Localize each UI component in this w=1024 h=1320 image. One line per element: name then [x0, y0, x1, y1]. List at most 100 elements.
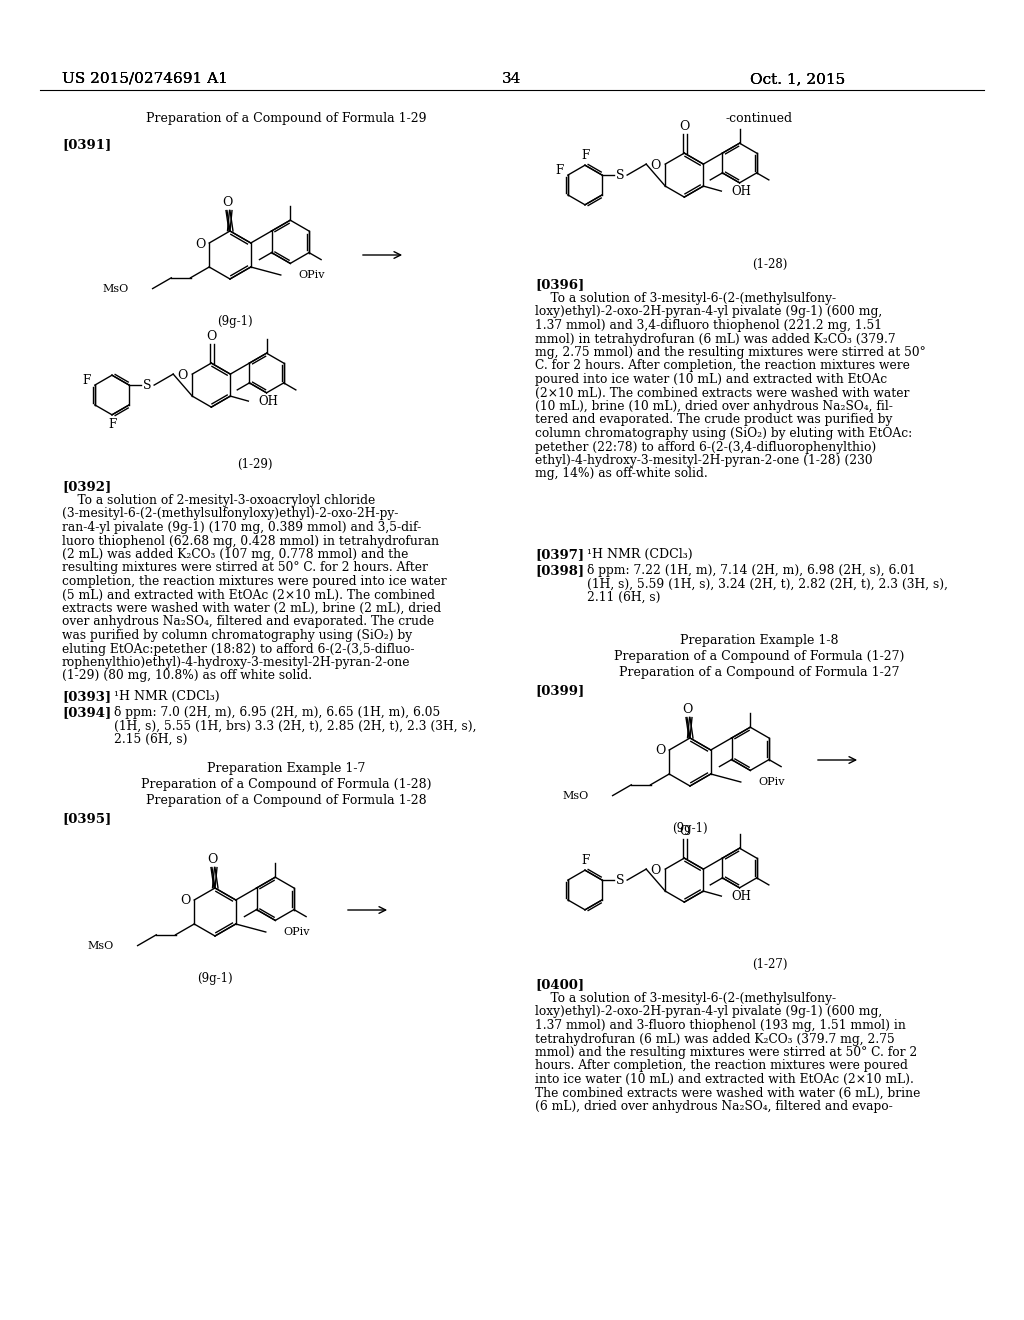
Text: ethyl)-4-hydroxy-3-mesityl-2H-pyran-2-one (1-28) (230: ethyl)-4-hydroxy-3-mesityl-2H-pyran-2-on… — [535, 454, 872, 467]
Text: [0394]: [0394] — [62, 706, 112, 719]
Text: [0396]: [0396] — [535, 279, 585, 290]
Text: F: F — [82, 374, 90, 387]
Text: loxy)ethyl)-2-oxo-2H-pyran-4-yl pivalate (9g-1) (600 mg,: loxy)ethyl)-2-oxo-2H-pyran-4-yl pivalate… — [535, 305, 883, 318]
Text: OH: OH — [731, 890, 752, 903]
Text: F: F — [581, 149, 589, 162]
Text: OH: OH — [258, 395, 279, 408]
Text: tetrahydrofuran (6 mL) was added K₂CO₃ (379.7 mg, 2.75: tetrahydrofuran (6 mL) was added K₂CO₃ (… — [535, 1032, 895, 1045]
Text: 1.37 mmol) and 3,4-difluoro thiophenol (221.2 mg, 1.51: 1.37 mmol) and 3,4-difluoro thiophenol (… — [535, 319, 882, 333]
Text: 1.37 mmol) and 3-fluoro thiophenol (193 mg, 1.51 mmol) in: 1.37 mmol) and 3-fluoro thiophenol (193 … — [535, 1019, 906, 1032]
Text: Oct. 1, 2015: Oct. 1, 2015 — [750, 73, 845, 86]
Text: ran-4-yl pivalate (9g-1) (170 mg, 0.389 mmol) and 3,5-dif-: ran-4-yl pivalate (9g-1) (170 mg, 0.389 … — [62, 521, 421, 535]
Text: (1-27): (1-27) — [753, 958, 787, 972]
Text: O: O — [679, 120, 689, 133]
Text: (3-mesityl-6-(2-(methylsulfonyloxy)ethyl)-2-oxo-2H-py-: (3-mesityl-6-(2-(methylsulfonyloxy)ethyl… — [62, 507, 398, 520]
Text: O: O — [177, 368, 187, 381]
Text: OPiv: OPiv — [759, 777, 785, 787]
Text: (2×10 mL). The combined extracts were washed with water: (2×10 mL). The combined extracts were wa… — [535, 387, 909, 400]
Text: (1H, s), 5.59 (1H, s), 3.24 (2H, t), 2.82 (2H, t), 2.3 (3H, s),: (1H, s), 5.59 (1H, s), 3.24 (2H, t), 2.8… — [587, 578, 948, 590]
Text: O: O — [195, 238, 205, 251]
Text: completion, the reaction mixtures were poured into ice water: completion, the reaction mixtures were p… — [62, 576, 446, 587]
Text: petether (22:78) to afford 6-(2-(3,4-difluorophenylthio): petether (22:78) to afford 6-(2-(3,4-dif… — [535, 441, 877, 454]
Text: mg, 14%) as off-white solid.: mg, 14%) as off-white solid. — [535, 467, 708, 480]
Text: into ice water (10 mL) and extracted with EtOAc (2×10 mL).: into ice water (10 mL) and extracted wit… — [535, 1073, 913, 1086]
Text: O: O — [682, 704, 692, 715]
Text: hours. After completion, the reaction mixtures were poured: hours. After completion, the reaction mi… — [535, 1060, 908, 1072]
Text: was purified by column chromatography using (SiO₂) by: was purified by column chromatography us… — [62, 630, 412, 642]
Text: (6 mL), dried over anhydrous Na₂SO₄, filtered and evapo-: (6 mL), dried over anhydrous Na₂SO₄, fil… — [535, 1100, 893, 1113]
Text: Preparation of a Compound of Formula (1-27): Preparation of a Compound of Formula (1-… — [613, 649, 904, 663]
Text: MsO: MsO — [102, 284, 129, 293]
Text: (10 mL), brine (10 mL), dried over anhydrous Na₂SO₄, fil-: (10 mL), brine (10 mL), dried over anhyd… — [535, 400, 893, 413]
Text: F: F — [555, 164, 563, 177]
Text: loxy)ethyl)-2-oxo-2H-pyran-4-yl pivalate (9g-1) (600 mg,: loxy)ethyl)-2-oxo-2H-pyran-4-yl pivalate… — [535, 1006, 883, 1019]
Text: Preparation of a Compound of Formula 1-27: Preparation of a Compound of Formula 1-2… — [618, 667, 899, 678]
Text: O: O — [207, 853, 217, 866]
Text: ¹H NMR (CDCl₃): ¹H NMR (CDCl₃) — [587, 548, 692, 561]
Text: Preparation Example 1-8: Preparation Example 1-8 — [680, 634, 839, 647]
Text: tered and evaporated. The crude product was purified by: tered and evaporated. The crude product … — [535, 413, 892, 426]
Text: F: F — [108, 418, 116, 432]
Text: 2.15 (6H, s): 2.15 (6H, s) — [114, 733, 187, 746]
Text: [0392]: [0392] — [62, 480, 112, 492]
Text: poured into ice water (10 mL) and extracted with EtOAc: poured into ice water (10 mL) and extrac… — [535, 374, 887, 385]
Text: eluting EtOAc:petether (18:82) to afford 6-(2-(3,5-difluo-: eluting EtOAc:petether (18:82) to afford… — [62, 643, 415, 656]
Text: MsO: MsO — [87, 941, 114, 950]
Text: column chromatography using (SiO₂) by eluting with EtOAc:: column chromatography using (SiO₂) by el… — [535, 426, 912, 440]
Text: [0391]: [0391] — [62, 139, 112, 150]
Text: O: O — [180, 895, 190, 908]
Text: Oct. 1, 2015: Oct. 1, 2015 — [750, 73, 845, 86]
Text: luoro thiophenol (62.68 mg, 0.428 mmol) in tetrahydrofuran: luoro thiophenol (62.68 mg, 0.428 mmol) … — [62, 535, 439, 548]
Text: O: O — [650, 158, 660, 172]
Text: δ ppm: 7.0 (2H, m), 6.95 (2H, m), 6.65 (1H, m), 6.05: δ ppm: 7.0 (2H, m), 6.95 (2H, m), 6.65 (… — [114, 706, 440, 719]
Text: (1-29) (80 mg, 10.8%) as off white solid.: (1-29) (80 mg, 10.8%) as off white solid… — [62, 669, 312, 682]
Text: O: O — [206, 330, 216, 343]
Text: over anhydrous Na₂SO₄, filtered and evaporated. The crude: over anhydrous Na₂SO₄, filtered and evap… — [62, 615, 434, 628]
Text: OPiv: OPiv — [284, 927, 310, 937]
Text: US 2015/0274691 A1: US 2015/0274691 A1 — [62, 73, 228, 86]
Text: [0393]: [0393] — [62, 690, 112, 704]
Text: (9g-1): (9g-1) — [217, 315, 253, 327]
Text: 2.11 (6H, s): 2.11 (6H, s) — [587, 591, 660, 605]
Text: [0395]: [0395] — [62, 812, 112, 825]
Text: rophenylthio)ethyl)-4-hydroxy-3-mesityl-2H-pyran-2-one: rophenylthio)ethyl)-4-hydroxy-3-mesityl-… — [62, 656, 411, 669]
Text: US 2015/0274691 A1: US 2015/0274691 A1 — [62, 73, 228, 86]
Text: [0398]: [0398] — [535, 564, 584, 577]
Text: OH: OH — [731, 185, 752, 198]
Text: Preparation Example 1-7: Preparation Example 1-7 — [207, 762, 366, 775]
Text: Preparation of a Compound of Formula 1-28: Preparation of a Compound of Formula 1-2… — [145, 795, 426, 807]
Text: (5 mL) and extracted with EtOAc (2×10 mL). The combined: (5 mL) and extracted with EtOAc (2×10 mL… — [62, 589, 435, 602]
Text: mg, 2.75 mmol) and the resulting mixtures were stirred at 50°: mg, 2.75 mmol) and the resulting mixture… — [535, 346, 926, 359]
Text: 34: 34 — [503, 73, 521, 86]
Text: S: S — [143, 379, 152, 392]
Text: (1H, s), 5.55 (1H, brs) 3.3 (2H, t), 2.85 (2H, t), 2.3 (3H, s),: (1H, s), 5.55 (1H, brs) 3.3 (2H, t), 2.8… — [114, 719, 476, 733]
Text: (1-29): (1-29) — [238, 458, 272, 471]
Text: resulting mixtures were stirred at 50° C. for 2 hours. After: resulting mixtures were stirred at 50° C… — [62, 561, 428, 574]
Text: Oct. 1, 2015: Oct. 1, 2015 — [750, 73, 845, 86]
Text: US 2015/0274691 A1: US 2015/0274691 A1 — [62, 73, 228, 86]
Text: The combined extracts were washed with water (6 mL), brine: The combined extracts were washed with w… — [535, 1086, 921, 1100]
Text: mmol) in tetrahydrofuran (6 mL) was added K₂CO₃ (379.7: mmol) in tetrahydrofuran (6 mL) was adde… — [535, 333, 896, 346]
Text: (9g-1): (9g-1) — [198, 972, 232, 985]
Text: (9g-1): (9g-1) — [672, 822, 708, 836]
Text: To a solution of 2-mesityl-3-oxoacryloyl chloride: To a solution of 2-mesityl-3-oxoacryloyl… — [62, 494, 375, 507]
Text: To a solution of 3-mesityl-6-(2-(methylsulfony-: To a solution of 3-mesityl-6-(2-(methyls… — [535, 993, 837, 1005]
Text: C. for 2 hours. After completion, the reaction mixtures were: C. for 2 hours. After completion, the re… — [535, 359, 910, 372]
Text: O: O — [654, 744, 666, 758]
Text: To a solution of 3-mesityl-6-(2-(methylsulfony-: To a solution of 3-mesityl-6-(2-(methyls… — [535, 292, 837, 305]
Text: mmol) and the resulting mixtures were stirred at 50° C. for 2: mmol) and the resulting mixtures were st… — [535, 1045, 918, 1059]
Text: Preparation of a Compound of Formula (1-28): Preparation of a Compound of Formula (1-… — [140, 777, 431, 791]
Text: O: O — [222, 197, 232, 209]
Text: (2 mL) was added K₂CO₃ (107 mg, 0.778 mmol) and the: (2 mL) was added K₂CO₃ (107 mg, 0.778 mm… — [62, 548, 409, 561]
Text: δ ppm: 7.22 (1H, m), 7.14 (2H, m), 6.98 (2H, s), 6.01: δ ppm: 7.22 (1H, m), 7.14 (2H, m), 6.98 … — [587, 564, 915, 577]
Text: MsO: MsO — [562, 791, 589, 801]
Text: [0397]: [0397] — [535, 548, 584, 561]
Text: O: O — [679, 825, 689, 838]
Text: F: F — [581, 854, 589, 867]
Text: OPiv: OPiv — [299, 271, 326, 280]
Text: Preparation of a Compound of Formula 1-29: Preparation of a Compound of Formula 1-2… — [145, 112, 426, 125]
Text: -continued: -continued — [725, 112, 793, 125]
Text: O: O — [650, 863, 660, 876]
Text: [0400]: [0400] — [535, 978, 584, 991]
Text: S: S — [615, 169, 625, 182]
